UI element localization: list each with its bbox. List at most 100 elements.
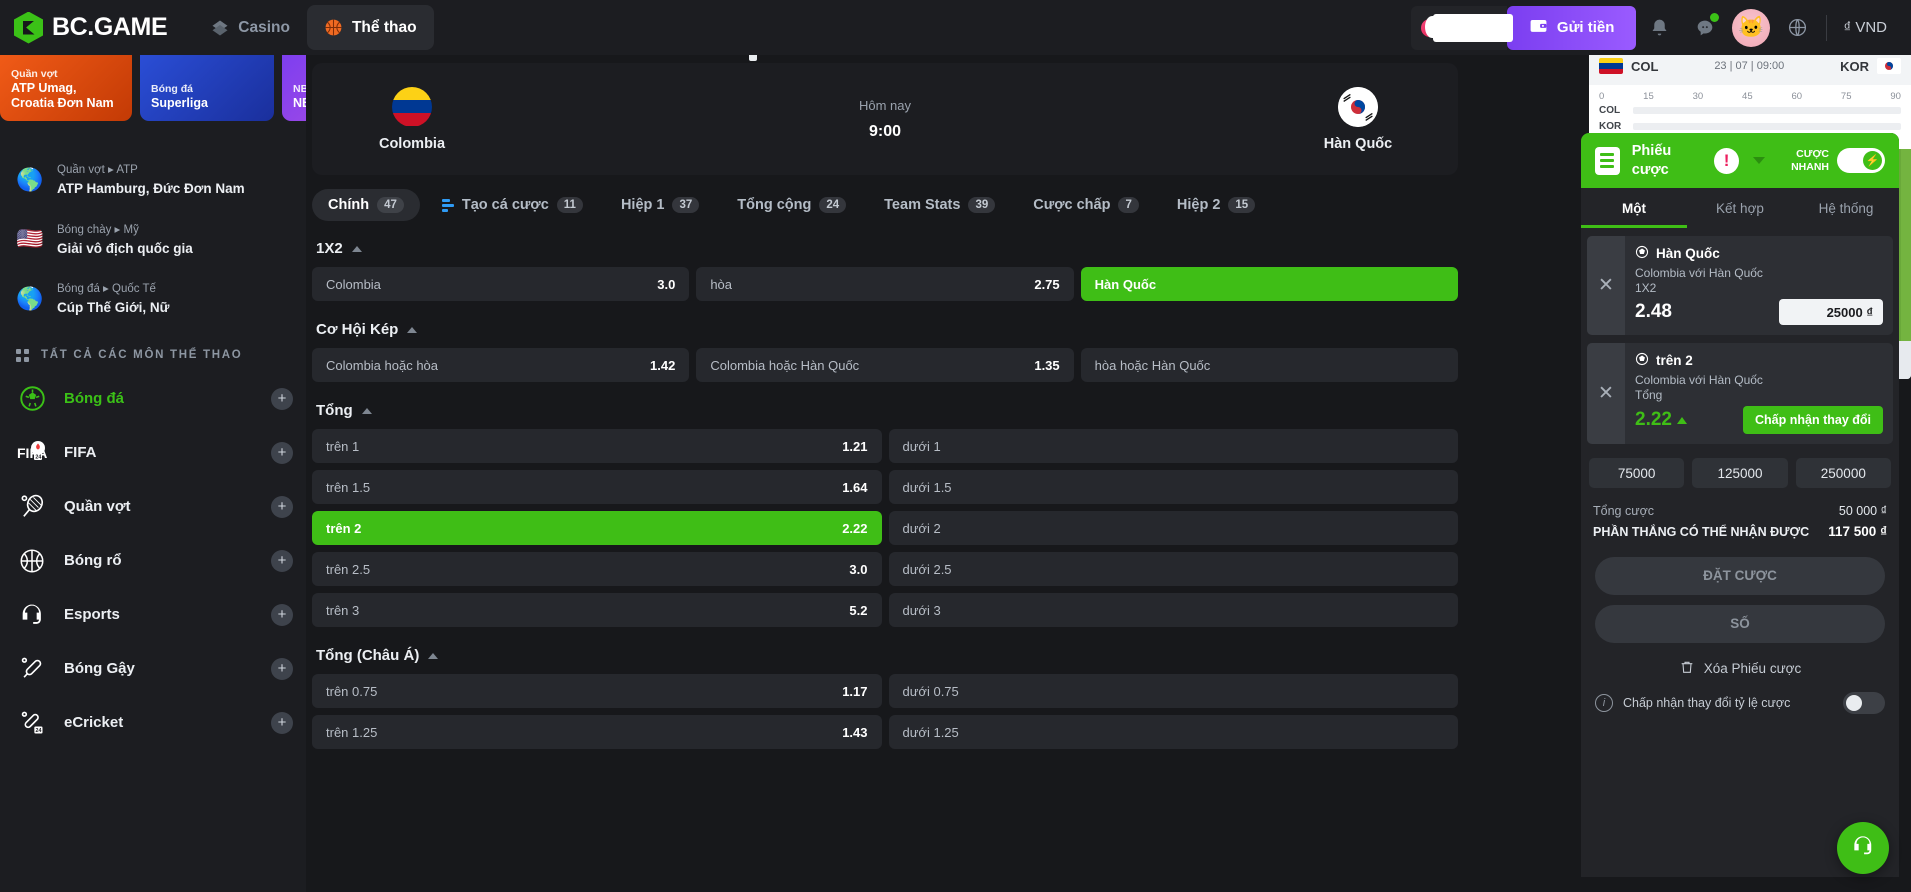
brand-name: BC.GAME — [52, 13, 168, 41]
sidebar-item-cricket[interactable]: Bóng Gậy + — [0, 642, 306, 696]
market-row-total-3: trên 3 5.2 dưới 3 — [312, 593, 1458, 627]
odd-button-colombia[interactable]: Colombia 3.0 — [312, 267, 690, 301]
language-button[interactable] — [1774, 0, 1820, 55]
tick-0: 0 — [1599, 91, 1605, 102]
odd-button-over-125[interactable]: trên 1.25 1.43 — [312, 715, 882, 749]
market-header-asian-totals[interactable]: Tổng (Châu Á) — [312, 634, 1458, 674]
odd-button-under-15[interactable]: dưới 1.5 — [888, 470, 1458, 504]
add-football-button[interactable]: + — [271, 387, 293, 410]
quick-bet-toggle[interactable]: ⚡ — [1837, 148, 1885, 173]
clear-bet-slip-button[interactable]: Xóa Phiếu cược — [1581, 659, 1899, 678]
headset-icon — [16, 599, 48, 631]
add-ecricket-button[interactable]: + — [271, 711, 293, 734]
tab-tao-ca-cuoc[interactable]: Tạo cá cược 11 — [426, 189, 599, 221]
quick-bet-label: CƯỢC NHANH — [1791, 147, 1829, 173]
sidebar-label-fifa: FIFA — [64, 444, 97, 461]
league-item-mlb[interactable]: 🇺🇸 Bóng chày ▸ Mỹ Giải vô địch quốc gia — [0, 210, 306, 270]
bet-1-stake-input[interactable]: 25000 ₫ — [1779, 299, 1883, 325]
away-team: Hàn Quốc — [1258, 86, 1458, 152]
notifications-button[interactable] — [1636, 0, 1682, 55]
potential-win-value: 117 500 ₫ — [1828, 524, 1887, 539]
accept-odds-changes-row: i Chấp nhận thay đổi tỷ lệ cược — [1581, 678, 1899, 714]
balance-display[interactable] — [1410, 5, 1513, 50]
odd-button-under-1[interactable]: dưới 1 — [888, 429, 1458, 463]
quick-stake-250000[interactable]: 250000 — [1795, 458, 1891, 488]
profile-button[interactable]: 🐱 — [1728, 0, 1774, 55]
tab-hiep-2[interactable]: Hiệp 2 15 — [1161, 189, 1271, 221]
slip-tab-combo[interactable]: Kết hợp — [1687, 188, 1793, 228]
odd-button-over-2[interactable]: trên 2 2.22 — [312, 511, 882, 545]
market-header-double-chance[interactable]: Cơ Hội Kép — [312, 308, 1458, 348]
remove-bet-1-button[interactable]: ✕ — [1587, 236, 1625, 335]
slip-tab-single[interactable]: Một — [1581, 188, 1687, 228]
odd-button-over-15[interactable]: trên 1.5 1.64 — [312, 470, 882, 504]
add-tennis-button[interactable]: + — [271, 495, 293, 518]
market-header-totals[interactable]: Tổng — [312, 389, 1458, 429]
odd-button-over-075[interactable]: trên 0.75 1.17 — [312, 674, 882, 708]
warning-icon[interactable]: ! — [1714, 147, 1739, 174]
bet-slip-header: Phiếu cược ! CƯỢC NHANH ⚡ — [1581, 133, 1899, 188]
odd-button-over-25[interactable]: trên 2.5 3.0 — [312, 552, 882, 586]
add-esports-button[interactable]: + — [271, 603, 293, 626]
odd-button-col-or-kor[interactable]: Colombia hoặc Hàn Quốc 1.35 — [696, 348, 1074, 382]
bcgame-logo-icon — [14, 11, 43, 44]
nav-item-sports[interactable]: Thể thao — [306, 5, 434, 50]
add-cricket-button[interactable]: + — [271, 657, 293, 680]
support-fab-button[interactable] — [1837, 822, 1889, 874]
sidebar-item-tennis[interactable]: Quần vợt + — [0, 480, 306, 534]
odd-button-under-125[interactable]: dưới 1.25 — [888, 715, 1458, 749]
add-fifa-button[interactable]: + — [271, 441, 293, 464]
add-basketball-button[interactable]: + — [271, 549, 293, 572]
remove-bet-2-button[interactable]: ✕ — [1587, 343, 1625, 444]
tab-tong-cong[interactable]: Tổng cộng 24 — [721, 189, 862, 221]
odd-name: dưới 2.5 — [902, 561, 952, 577]
odd-button-under-2[interactable]: dưới 2 — [888, 511, 1458, 545]
odd-button-over-1[interactable]: trên 1 1.21 — [312, 429, 882, 463]
odd-button-col-or-draw[interactable]: Colombia hoặc hòa 1.42 — [312, 348, 690, 382]
chat-button[interactable] — [1682, 0, 1728, 55]
tab-hiep-1[interactable]: Hiệp 1 37 — [605, 189, 715, 221]
accept-change-button[interactable]: Chấp nhận thay đổi — [1743, 406, 1883, 434]
slip-tab-system[interactable]: Hệ thống — [1793, 188, 1899, 228]
sidebar-item-football[interactable]: Bóng đá + — [0, 372, 306, 426]
info-icon[interactable]: i — [1595, 693, 1613, 712]
place-bet-button[interactable]: ĐẶT CƯỢC — [1595, 556, 1885, 595]
quick-stake-75000[interactable]: 75000 — [1589, 458, 1685, 488]
promo-card-3[interactable]: NBA 2K NBA All — [282, 55, 306, 121]
market-header-1x2[interactable]: 1X2 — [312, 227, 1458, 267]
accept-odds-changes-toggle[interactable] — [1843, 691, 1885, 714]
odd-button-draw-or-kor[interactable]: hòa hoặc Hàn Quốc — [1080, 348, 1458, 382]
chevron-down-icon[interactable] — [1753, 157, 1765, 164]
deposit-button[interactable]: Gửi tiền — [1506, 5, 1637, 50]
timeline-away-abbr: KOR — [1599, 120, 1622, 132]
odd-button-draw[interactable]: hòa 2.75 — [696, 267, 1074, 301]
soccer-ball-icon — [1635, 352, 1649, 369]
currency-selector[interactable]: ₫ VND — [1833, 19, 1897, 36]
promo-card-2[interactable]: Bóng đá Superliga — [140, 55, 274, 121]
odd-button-korea[interactable]: Hàn Quốc — [1080, 267, 1458, 301]
quick-stake-125000[interactable]: 125000 — [1692, 458, 1788, 488]
tab-chinh[interactable]: Chính 47 — [312, 189, 420, 221]
league-item-womens-world-cup[interactable]: 🌎 Bóng đá ▸ Quốc Tế Cúp Thế Giới, Nữ — [0, 269, 306, 329]
odd-button-under-3[interactable]: dưới 3 — [888, 593, 1458, 627]
odd-name: trên 2 — [326, 520, 362, 536]
odd-name: dưới 1.5 — [902, 479, 952, 495]
odd-button-over-3[interactable]: trên 3 5.2 — [312, 593, 882, 627]
odd-button-under-25[interactable]: dưới 2.5 — [888, 552, 1458, 586]
sidebar-item-basketball[interactable]: Bóng rổ + — [0, 534, 306, 588]
nav-item-casino[interactable]: Casino — [193, 5, 307, 50]
promo-card-1[interactable]: Quần vợt ATP Umag, Croatia Đơn Nam — [0, 55, 132, 121]
bet-slip-tabs: Một Kết hợp Hệ thống — [1581, 188, 1899, 228]
odd-name: trên 0.75 — [326, 683, 378, 699]
sidebar-item-esports[interactable]: Esports + — [0, 588, 306, 642]
sidebar-item-ecricket[interactable]: 24 eCricket + — [0, 696, 306, 750]
potential-win-label: PHẦN THẮNG CÓ THỂ NHẬN ĐƯỢC — [1593, 525, 1810, 539]
tab-team-stats[interactable]: Team Stats 39 — [868, 189, 1011, 221]
number-button[interactable]: SỐ — [1595, 604, 1885, 643]
scroll-indicator[interactable] — [749, 55, 757, 61]
odd-button-under-075[interactable]: dưới 0.75 — [888, 674, 1458, 708]
tab-cuoc-chap[interactable]: Cược chấp 7 — [1017, 189, 1155, 221]
sidebar-item-fifa[interactable]: FIFA 24 FIFA + — [0, 426, 306, 480]
brand-logo[interactable]: BC.GAME — [0, 11, 168, 44]
league-item-atp-hamburg[interactable]: 🌎 Quần vợt ▸ ATP ATP Hamburg, Đức Đơn Na… — [0, 150, 306, 210]
